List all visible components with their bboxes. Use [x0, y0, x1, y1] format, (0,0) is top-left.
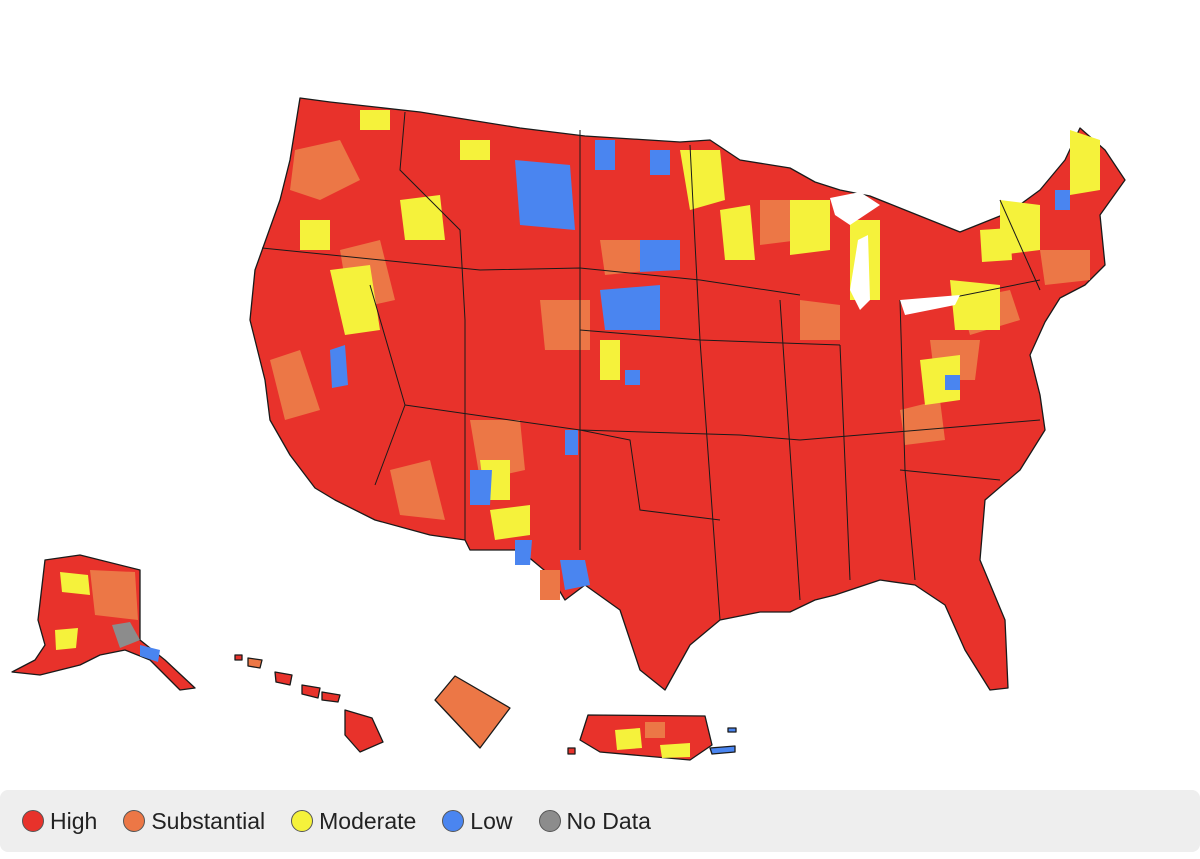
- hawaii[interactable]: [234, 654, 384, 753]
- alaska[interactable]: [11, 554, 196, 691]
- no-data-swatch-icon: [538, 810, 561, 832]
- legend-item-low[interactable]: Low: [442, 807, 513, 835]
- contiguous-us[interactable]: [249, 97, 1126, 691]
- legend-item-moderate[interactable]: Moderate: [291, 808, 416, 835]
- great-lakes: [830, 192, 960, 315]
- moderate-swatch-icon: [291, 810, 314, 832]
- legend-label-no-data: No Data: [566, 807, 651, 834]
- legend-item-no-data[interactable]: No Data: [538, 807, 651, 835]
- legend-label-substantial: Substantial: [151, 807, 266, 834]
- legend-label-moderate: Moderate: [319, 807, 417, 834]
- map-svg: [11, 97, 1126, 761]
- legend-item-high[interactable]: High: [22, 808, 97, 835]
- legend-label-high: High: [50, 807, 98, 834]
- us-county-transmission-map: [11, 97, 1126, 761]
- high-swatch-icon: [22, 810, 44, 832]
- hawaii-big-island[interactable]: [344, 709, 384, 753]
- substantial-swatch-icon: [123, 810, 146, 832]
- map-legend: High Substantial Moderate Low No Data: [0, 790, 1200, 852]
- dc-shape[interactable]: [434, 675, 511, 749]
- puerto-rico[interactable]: [567, 714, 737, 761]
- legend-item-substantial[interactable]: Substantial: [123, 808, 265, 835]
- district-of-columbia[interactable]: [434, 675, 511, 749]
- legend-label-low: Low: [470, 807, 513, 834]
- county-patches: [270, 110, 1100, 600]
- state-borders: [261, 111, 1041, 621]
- low-swatch-icon: [442, 810, 465, 832]
